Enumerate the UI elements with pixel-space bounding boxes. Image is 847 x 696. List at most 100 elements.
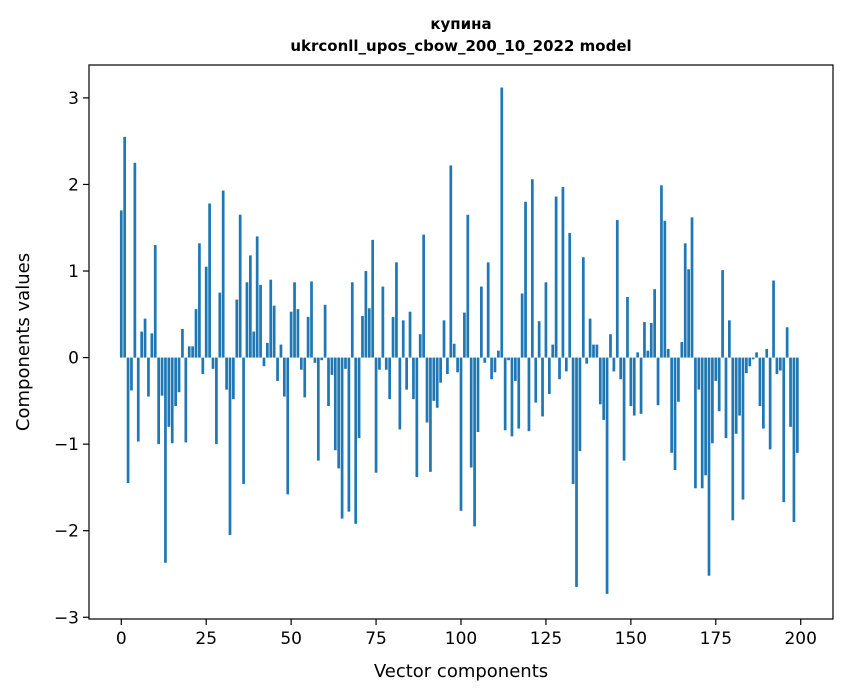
bar xyxy=(561,187,565,358)
bar xyxy=(762,357,765,429)
bar xyxy=(558,357,561,380)
bar xyxy=(463,312,466,358)
bar xyxy=(164,357,167,563)
bar xyxy=(541,357,544,417)
bar xyxy=(680,342,684,358)
bar xyxy=(551,344,555,358)
bar xyxy=(395,262,398,358)
bar xyxy=(303,357,307,398)
x-tick-label: 50 xyxy=(280,629,302,649)
bar xyxy=(354,357,358,524)
bar xyxy=(249,255,252,358)
bar xyxy=(320,357,324,361)
bar xyxy=(497,350,500,358)
bar xyxy=(459,357,463,511)
x-axis-ticks: 0 25 50 75 100 125 150 175 200 xyxy=(116,619,817,649)
bar xyxy=(143,318,147,358)
bar xyxy=(554,196,558,358)
bar xyxy=(514,357,517,381)
x-tick-label: 100 xyxy=(445,629,477,649)
bar xyxy=(405,357,408,390)
bar xyxy=(313,357,317,363)
bar xyxy=(276,357,279,381)
bar xyxy=(333,357,337,451)
bar xyxy=(738,357,741,416)
bar xyxy=(293,282,296,358)
bar xyxy=(296,309,300,358)
bar xyxy=(612,357,616,372)
y-tick-label: 0 xyxy=(68,349,79,369)
x-tick-label: 75 xyxy=(365,629,387,649)
bar xyxy=(622,357,626,461)
bar xyxy=(697,357,701,390)
bar xyxy=(136,357,140,442)
bar xyxy=(310,281,313,358)
bar xyxy=(147,357,150,397)
y-tick-label: −3 xyxy=(54,608,79,628)
bar xyxy=(578,357,582,452)
bar xyxy=(734,357,738,434)
bar xyxy=(639,357,643,414)
bar xyxy=(615,219,619,358)
x-tick-label: 150 xyxy=(615,629,647,649)
bar xyxy=(174,357,177,407)
bar xyxy=(745,357,748,374)
bar xyxy=(592,344,595,358)
bar xyxy=(629,357,633,407)
bar xyxy=(215,357,218,445)
bar xyxy=(357,357,361,439)
bar xyxy=(619,357,623,380)
bar xyxy=(653,289,656,358)
bar xyxy=(204,266,208,358)
bar xyxy=(306,316,310,358)
bar xyxy=(289,311,293,358)
bar xyxy=(598,357,602,405)
bar xyxy=(663,220,667,358)
bar xyxy=(456,357,459,373)
bar xyxy=(452,343,456,358)
bar xyxy=(778,357,782,371)
bar xyxy=(466,214,470,358)
bar xyxy=(782,357,786,503)
bar xyxy=(717,357,721,412)
bar xyxy=(581,257,585,358)
bar xyxy=(480,286,483,358)
bar xyxy=(398,357,402,430)
bar xyxy=(632,357,636,416)
bar xyxy=(646,350,650,358)
bar xyxy=(656,357,660,406)
bar xyxy=(177,357,181,393)
bar xyxy=(316,357,320,461)
bar xyxy=(643,322,646,358)
y-axis-label: Components values xyxy=(13,253,34,431)
bar xyxy=(530,179,534,358)
bar xyxy=(585,357,589,364)
bar xyxy=(517,357,521,429)
bar xyxy=(683,243,687,358)
bar xyxy=(792,357,796,523)
bar xyxy=(286,357,290,495)
bar xyxy=(140,331,144,358)
bar xyxy=(381,286,385,358)
bar xyxy=(350,282,354,358)
bar xyxy=(537,321,541,358)
bar xyxy=(748,357,752,367)
bar xyxy=(534,357,538,403)
bar xyxy=(191,346,194,358)
bar xyxy=(119,210,123,358)
bar xyxy=(232,357,235,400)
bar xyxy=(694,357,697,489)
bar xyxy=(418,334,422,358)
x-tick-label: 200 xyxy=(784,629,816,649)
bar xyxy=(660,185,663,358)
bar xyxy=(327,357,330,407)
bar xyxy=(690,217,694,358)
bar xyxy=(564,357,568,372)
bar xyxy=(473,357,476,527)
bar xyxy=(361,316,364,358)
bar xyxy=(201,357,205,375)
bar xyxy=(184,357,188,443)
bar xyxy=(340,357,344,519)
bar xyxy=(279,344,283,358)
